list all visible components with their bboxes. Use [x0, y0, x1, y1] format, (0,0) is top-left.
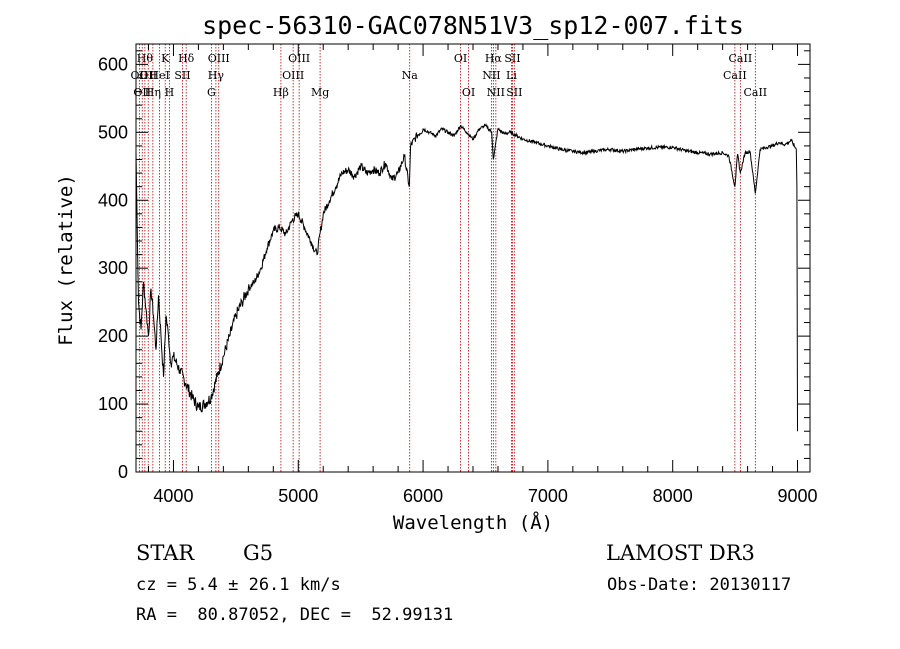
object-subclass: G5 [243, 541, 273, 565]
line-marker-label-21: Hα [485, 52, 503, 65]
line-marker-label-22: NII [487, 86, 505, 99]
line-marker-label-24: SII [504, 52, 520, 65]
x-tick-label: 7000 [528, 486, 568, 506]
line-marker-label-7: H [165, 86, 175, 99]
y-tick-label: 300 [98, 258, 128, 278]
axis-ticks [136, 44, 810, 473]
line-marker-label-28: CaII [743, 86, 767, 99]
object-class: STAR [136, 541, 195, 565]
y-tick-label: 100 [98, 394, 128, 414]
line-marker-label-13: Hβ [273, 86, 289, 99]
spectrum-series-line [135, 123, 798, 432]
x-tick-label: 6000 [403, 486, 443, 506]
coords-line: RA = 80.87052, DEC = 52.99131 [136, 605, 453, 625]
x-axis-label: Wavelength (Å) [393, 511, 553, 534]
x-tick-label: 4000 [153, 486, 193, 506]
line-markers [138, 44, 756, 472]
x-tick-label: 8000 [653, 486, 693, 506]
line-marker-label-3: OII [139, 69, 157, 82]
line-marker-label-18: OI [454, 52, 467, 65]
x-tick-label: 9000 [777, 486, 817, 506]
obs-date-line: Obs-Date: 20130117 [607, 575, 791, 595]
line-marker-label-17: Na [402, 69, 419, 82]
line-marker-label-6: K [161, 52, 170, 65]
line-marker-label-23: Li [506, 69, 517, 82]
line-marker-label-11: Hγ [208, 69, 225, 82]
line-marker-label-1: OII [133, 86, 151, 99]
line-marker-label-19: OI [462, 86, 475, 99]
plot-frame [135, 43, 811, 473]
x-tick-labels: 4000 5000 6000 7000 8000 9000 [153, 486, 817, 506]
line-marker-label-12: OIII [208, 52, 230, 65]
line-marker-label-25: SII [506, 86, 522, 99]
line-marker-label-0: OII [131, 69, 149, 82]
line-marker-label-14: OIII [282, 69, 304, 82]
redshift-line: cz = 5.4 ± 26.1 km/s [136, 575, 341, 595]
y-tick-label: 200 [98, 326, 128, 346]
line-marker-label-8: SII [174, 69, 190, 82]
x-tick-label: 5000 [278, 486, 318, 506]
line-marker-label-2: Hθ [137, 52, 154, 65]
line-marker-label-16: Mg [311, 86, 329, 99]
line-marker-label-20: NII [482, 69, 500, 82]
line-marker-label-27: CaII [729, 52, 753, 65]
line-marker-label-9: Hδ [178, 52, 195, 65]
y-tick-label: 500 [98, 122, 128, 142]
y-axis-label: Flux (relative) [55, 174, 77, 346]
y-tick-labels: 0 100 200 300 400 500 600 [98, 54, 128, 482]
y-tick-label: 600 [98, 54, 128, 74]
y-tick-label: 400 [98, 190, 128, 210]
survey-name: LAMOST DR3 [606, 541, 755, 565]
y-tick-label: 0 [118, 462, 128, 482]
line-marker-label-5: HeI [149, 69, 169, 82]
line-marker-labels: OIIOIIHθOIIHηHeIKHSIIHδGHγOIIIHβOIIIOIII… [131, 52, 768, 99]
line-marker-label-15: OIII [288, 52, 310, 65]
line-marker-label-10: G [207, 86, 216, 99]
line-marker-label-26: CaII [723, 69, 747, 82]
line-marker-label-4: Hη [145, 86, 161, 99]
chart-title: spec-56310-GAC078N51V3_sp12-007.fits [202, 11, 744, 40]
